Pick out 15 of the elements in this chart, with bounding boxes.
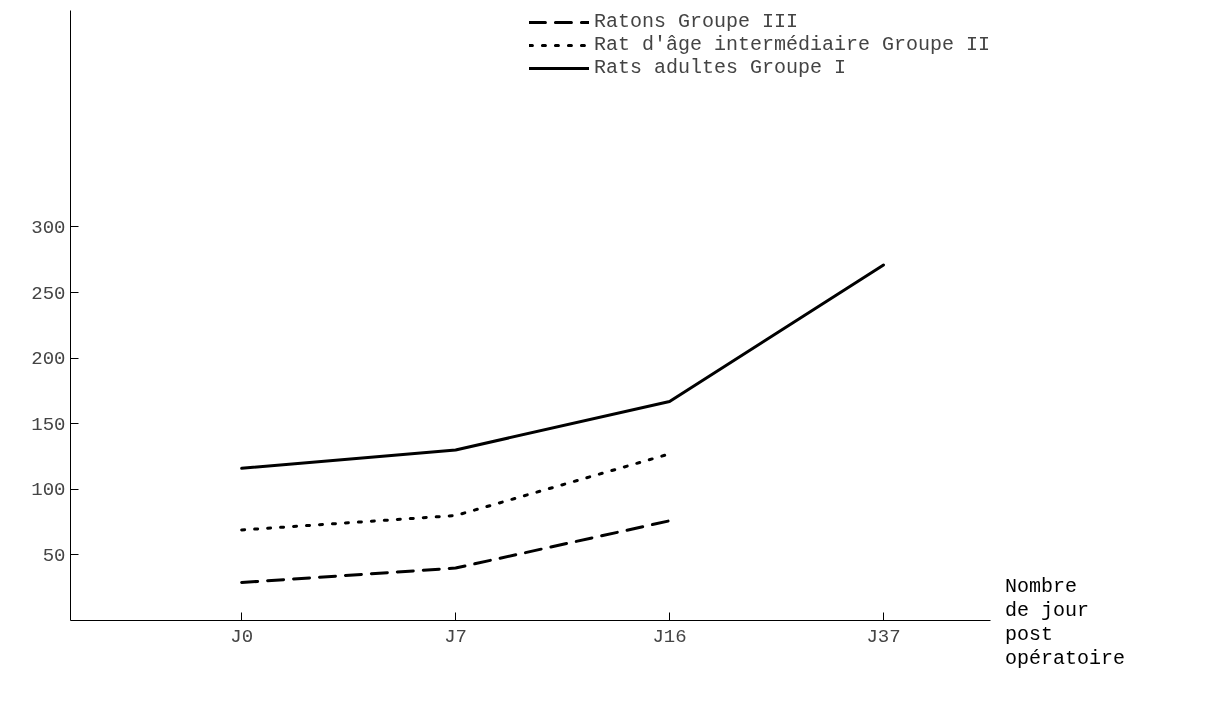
x-tick-label: J37 [866, 625, 901, 648]
y-tick-label: 50 [42, 544, 66, 567]
legend-label: Rat d'âge intermédiaire Groupe II [593, 33, 990, 56]
x-tick-label: J16 [652, 625, 687, 648]
y-tick-label: 150 [31, 413, 66, 436]
line-series [240, 263, 886, 470]
y-tick-label: 200 [31, 348, 66, 371]
legend-label: Rats adultes Groupe I [593, 56, 846, 79]
y-tick-label: 300 [31, 216, 66, 239]
x-tick-label: J0 [230, 625, 254, 648]
legend-label: Ratons Groupe III [593, 10, 798, 33]
x-axis-title: Nombre de jour post opératoire [1005, 575, 1126, 671]
y-tick-label: 250 [31, 282, 66, 305]
y-tick-label: 100 [31, 479, 66, 502]
x-tick-label: J7 [444, 625, 468, 648]
